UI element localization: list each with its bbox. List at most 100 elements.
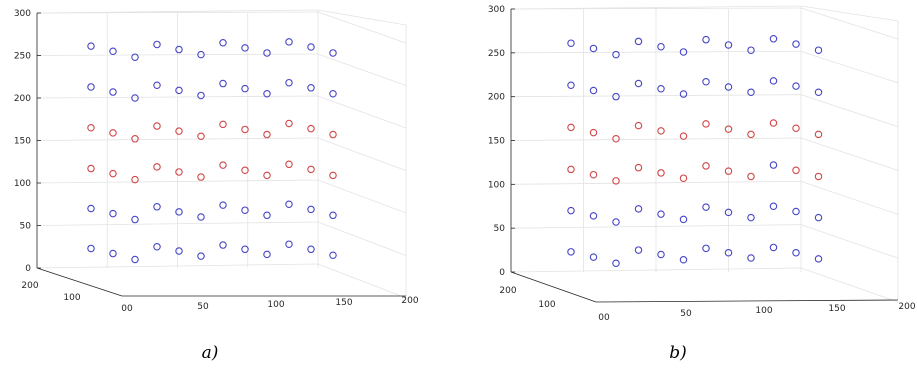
- data-point: [219, 241, 227, 249]
- z-tick-label: 300: [14, 9, 31, 19]
- z-tick-label: 50: [20, 222, 32, 232]
- data-point: [747, 172, 755, 181]
- data-point: [329, 90, 337, 98]
- panel-b: 0 50 100 150 200 250 300 00 50 100 150 200 200 100 b): [488, 5, 916, 363]
- data-point: [329, 130, 337, 139]
- data-point: [197, 173, 205, 181]
- data-point: [679, 255, 688, 264]
- data-point: [567, 165, 575, 174]
- data-point: [329, 49, 337, 57]
- data-point: [197, 132, 205, 141]
- data-point: [679, 174, 688, 182]
- scatter-series: [567, 119, 823, 185]
- data-point: [87, 83, 95, 91]
- gridline-right: [800, 224, 899, 259]
- y-axis-line: [36, 267, 123, 297]
- data-point: [307, 84, 315, 92]
- z-tick-label: 150: [488, 137, 505, 147]
- data-point: [175, 168, 183, 176]
- data-point: [567, 248, 575, 256]
- data-point: [589, 212, 598, 220]
- data-point: [679, 48, 688, 56]
- data-point: [109, 47, 117, 55]
- y-tick-label: 200: [499, 286, 516, 296]
- gridline-right: [317, 53, 407, 86]
- data-point: [329, 251, 337, 260]
- data-point: [724, 248, 733, 257]
- data-point: [87, 42, 95, 50]
- data-point: [702, 35, 710, 44]
- data-point: [329, 171, 337, 180]
- data-point: [87, 244, 95, 253]
- data-point: [769, 77, 778, 85]
- x-tick-label: 100: [755, 306, 772, 316]
- data-point: [814, 172, 823, 181]
- data-point: [814, 88, 823, 97]
- data-point: [702, 120, 710, 128]
- scatter-series: [87, 119, 337, 184]
- data-point: [241, 206, 249, 214]
- data-point: [612, 92, 620, 101]
- gridline-right: [800, 137, 899, 171]
- data-point: [197, 213, 205, 221]
- data-point: [241, 84, 249, 93]
- data-point: [769, 161, 778, 169]
- data-point: [197, 252, 205, 260]
- data-point: [724, 167, 733, 175]
- data-point: [219, 161, 227, 169]
- data-point: [153, 40, 161, 49]
- data-point: [567, 39, 575, 47]
- z-tick-label: 250: [14, 52, 31, 62]
- data-point: [657, 169, 665, 177]
- data-point: [814, 46, 823, 54]
- data-point: [219, 120, 227, 129]
- gridline-right: [317, 95, 407, 129]
- data-point: [724, 125, 733, 133]
- data-point: [241, 44, 249, 52]
- data-point: [219, 201, 227, 209]
- gridline-right: [317, 11, 407, 44]
- data-point: [153, 122, 161, 130]
- data-point: [612, 218, 620, 226]
- data-point: [175, 45, 183, 54]
- data-point: [285, 160, 293, 169]
- gridline-right: [800, 267, 899, 303]
- data-point: [153, 203, 161, 211]
- x-tick-label: 150: [335, 298, 352, 308]
- data-point: [307, 165, 315, 174]
- x-tick-label: 100: [267, 300, 284, 310]
- data-point: [263, 130, 271, 139]
- data-point: [747, 213, 755, 222]
- data-point: [634, 163, 643, 172]
- data-point: [131, 135, 139, 143]
- data-point: [814, 130, 823, 139]
- data-point: [285, 119, 293, 128]
- data-point: [634, 205, 643, 213]
- z-tick-label: 0: [25, 264, 31, 274]
- y-tick-label: 100: [538, 300, 555, 310]
- gridline-right: [317, 263, 407, 299]
- data-point: [679, 215, 688, 224]
- gridline-right: [800, 180, 899, 215]
- data-point: [634, 37, 643, 46]
- data-point: [153, 243, 161, 251]
- data-point: [263, 171, 271, 180]
- y-tick-label: 100: [63, 293, 80, 303]
- data-point: [307, 245, 315, 254]
- data-point: [724, 83, 733, 91]
- data-point: [567, 81, 575, 90]
- scatter-series: [567, 35, 823, 267]
- axes: 0 50 100 150 200 250 300 00 50 100 150 200 200 100: [14, 9, 419, 314]
- z-tick-label: 200: [14, 94, 31, 104]
- data-point: [175, 86, 183, 95]
- data-point: [131, 94, 139, 102]
- data-point: [241, 125, 249, 134]
- data-point: [567, 123, 575, 132]
- data-point: [612, 50, 620, 59]
- data-point: [657, 127, 665, 135]
- z-tick-label: 100: [488, 180, 505, 190]
- data-point: [567, 206, 575, 215]
- data-point: [109, 88, 117, 96]
- data-point: [702, 162, 710, 170]
- data-point: [792, 40, 800, 48]
